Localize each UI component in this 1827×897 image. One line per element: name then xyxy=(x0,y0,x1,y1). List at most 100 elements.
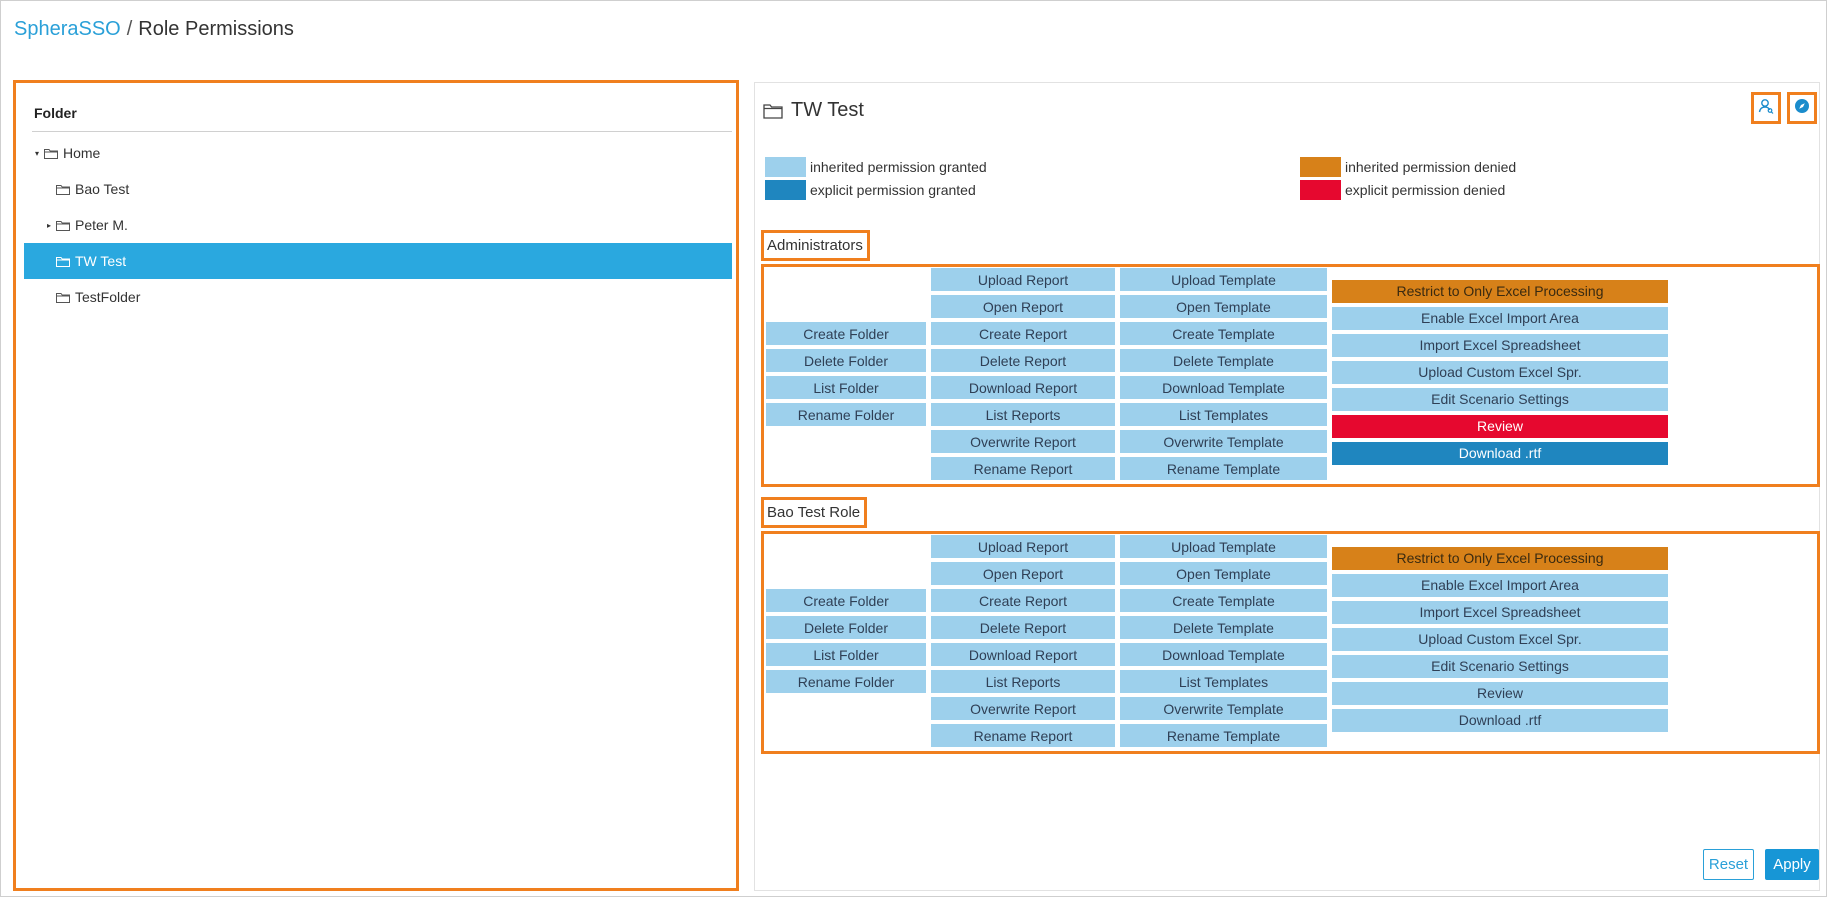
permission-cell[interactable]: Rename Report xyxy=(931,724,1115,747)
tree-item-tw-test[interactable]: TW Test xyxy=(24,243,732,279)
breadcrumb: SpheraSSO / Role Permissions xyxy=(14,18,294,41)
permission-cell[interactable]: Download .rtf xyxy=(1332,708,1668,732)
legend-inherited-granted: inherited permission granted xyxy=(765,157,987,177)
permission-cell[interactable]: Create Template xyxy=(1120,589,1327,612)
permission-cell[interactable]: List Folder xyxy=(766,643,926,666)
permission-cell[interactable]: Open Template xyxy=(1120,562,1327,585)
permission-cell[interactable]: Overwrite Report xyxy=(931,430,1115,453)
permission-cell[interactable]: Download Report xyxy=(931,376,1115,399)
legend-swatch xyxy=(1300,157,1341,177)
permission-cell[interactable]: Restrict to Only Excel Processing xyxy=(1332,546,1668,570)
tree-item-home[interactable]: ▾ Home xyxy=(24,135,732,171)
user-search-button[interactable] xyxy=(1751,92,1781,124)
permission-cell[interactable]: Download .rtf xyxy=(1332,441,1668,465)
permission-cell[interactable]: Create Report xyxy=(931,322,1115,345)
folder-panel-header: Folder xyxy=(32,100,732,132)
role-permissions-administrators: Create Folder Delete Folder List Folder Ren… xyxy=(761,264,1820,487)
permission-cell[interactable]: Download Template xyxy=(1120,376,1327,399)
legend-swatch xyxy=(1300,180,1341,200)
tree-item-label: Bao Test xyxy=(75,181,130,197)
folder-icon xyxy=(56,220,70,231)
permission-cell[interactable]: Create Report xyxy=(931,589,1115,612)
compass-button[interactable] xyxy=(1787,92,1817,124)
permission-cell[interactable]: Upload Custom Excel Spr. xyxy=(1332,360,1668,384)
reset-button[interactable]: Reset xyxy=(1703,849,1754,880)
user-search-icon xyxy=(1758,98,1774,119)
permission-cell[interactable]: Upload Template xyxy=(1120,268,1327,291)
permission-cell[interactable]: Overwrite Template xyxy=(1120,697,1327,720)
permission-cell[interactable]: Delete Report xyxy=(931,349,1115,372)
compass-icon xyxy=(1794,98,1810,119)
folder-title: TW Test xyxy=(763,99,864,122)
breadcrumb-separator: / xyxy=(126,18,133,40)
tree-item-label: Peter M. xyxy=(75,217,128,233)
permission-cell[interactable]: Create Folder xyxy=(766,589,926,612)
permission-cell[interactable]: Download Template xyxy=(1120,643,1327,666)
tree-item-testfolder[interactable]: TestFolder xyxy=(24,279,732,315)
folder-panel: Folder ▾ Home Bao Test ▸ Peter M. TW Tes… xyxy=(13,80,739,891)
permission-cell[interactable]: Create Template xyxy=(1120,322,1327,345)
role-title-administrators: Administrators xyxy=(761,230,870,261)
tree-item-label: TW Test xyxy=(75,253,127,269)
permission-cell[interactable]: Rename Report xyxy=(931,457,1115,480)
permission-cell[interactable]: Upload Custom Excel Spr. xyxy=(1332,627,1668,651)
folder-icon xyxy=(56,184,70,195)
permission-cell[interactable]: Overwrite Report xyxy=(931,697,1115,720)
permission-cell[interactable]: List Folder xyxy=(766,376,926,399)
role-permissions-bao-test-role: Create Folder Delete Folder List Folder Ren… xyxy=(761,531,1820,754)
permission-cell[interactable]: Upload Report xyxy=(931,535,1115,558)
permission-cell[interactable]: Rename Template xyxy=(1120,457,1327,480)
legend-explicit-granted: explicit permission granted xyxy=(765,180,976,200)
role-title-bao-test-role: Bao Test Role xyxy=(761,497,868,528)
permission-cell[interactable]: Rename Folder xyxy=(766,670,926,693)
permission-cell[interactable]: Edit Scenario Settings xyxy=(1332,654,1668,678)
permission-cell[interactable]: Delete Folder xyxy=(766,616,926,639)
apply-button[interactable]: Apply xyxy=(1765,849,1819,880)
breadcrumb-current: Role Permissions xyxy=(138,18,294,40)
permission-cell[interactable]: Overwrite Template xyxy=(1120,430,1327,453)
permission-cell[interactable]: Delete Template xyxy=(1120,349,1327,372)
tree-item-bao-test[interactable]: Bao Test xyxy=(24,171,732,207)
legend-inherited-denied: inherited permission denied xyxy=(1300,157,1516,177)
permission-cell[interactable]: Enable Excel Import Area xyxy=(1332,573,1668,597)
permission-cell[interactable]: Upload Report xyxy=(931,268,1115,291)
permission-cell[interactable]: Review xyxy=(1332,414,1668,438)
legend-explicit-denied: explicit permission denied xyxy=(1300,180,1505,200)
permission-cell[interactable]: Delete Template xyxy=(1120,616,1327,639)
permission-cell[interactable]: Edit Scenario Settings xyxy=(1332,387,1668,411)
permission-cell[interactable]: Open Template xyxy=(1120,295,1327,318)
permission-cell[interactable]: List Reports xyxy=(931,670,1115,693)
tree-item-peter-m[interactable]: ▸ Peter M. xyxy=(24,207,732,243)
permission-cell[interactable]: Import Excel Spreadsheet xyxy=(1332,333,1668,357)
legend-label: explicit permission granted xyxy=(810,182,976,198)
folder-open-icon xyxy=(56,256,70,267)
breadcrumb-root-link[interactable]: SpheraSSO xyxy=(14,18,121,40)
page-title: TW Test xyxy=(791,99,864,121)
caret-right-icon[interactable]: ▸ xyxy=(46,220,51,230)
legend-swatch xyxy=(765,157,806,177)
permission-cell[interactable]: Restrict to Only Excel Processing xyxy=(1332,279,1668,303)
permission-cell[interactable]: List Templates xyxy=(1120,403,1327,426)
permission-cell[interactable]: Rename Folder xyxy=(766,403,926,426)
permission-cell[interactable]: Download Report xyxy=(931,643,1115,666)
permissions-panel: TW Test inherited permission granted exp… xyxy=(754,82,1820,891)
permission-cell[interactable]: Upload Template xyxy=(1120,535,1327,558)
permission-cell[interactable]: Delete Folder xyxy=(766,349,926,372)
legend-label: inherited permission denied xyxy=(1345,159,1517,175)
legend-label: explicit permission denied xyxy=(1345,182,1506,198)
tree-item-label: TestFolder xyxy=(75,289,141,305)
permission-cell[interactable]: Open Report xyxy=(931,562,1115,585)
permission-cell[interactable]: Enable Excel Import Area xyxy=(1332,306,1668,330)
legend-label: inherited permission granted xyxy=(810,159,987,175)
permission-cell[interactable]: Review xyxy=(1332,681,1668,705)
folder-icon xyxy=(44,148,58,159)
caret-down-icon[interactable]: ▾ xyxy=(34,148,39,158)
permission-cell[interactable]: Create Folder xyxy=(766,322,926,345)
permission-cell[interactable]: Delete Report xyxy=(931,616,1115,639)
permission-cell[interactable]: Open Report xyxy=(931,295,1115,318)
permission-cell[interactable]: Rename Template xyxy=(1120,724,1327,747)
permission-cell[interactable]: Import Excel Spreadsheet xyxy=(1332,600,1668,624)
permission-cell[interactable]: List Templates xyxy=(1120,670,1327,693)
permission-cell[interactable]: List Reports xyxy=(931,403,1115,426)
folder-icon xyxy=(763,103,783,119)
